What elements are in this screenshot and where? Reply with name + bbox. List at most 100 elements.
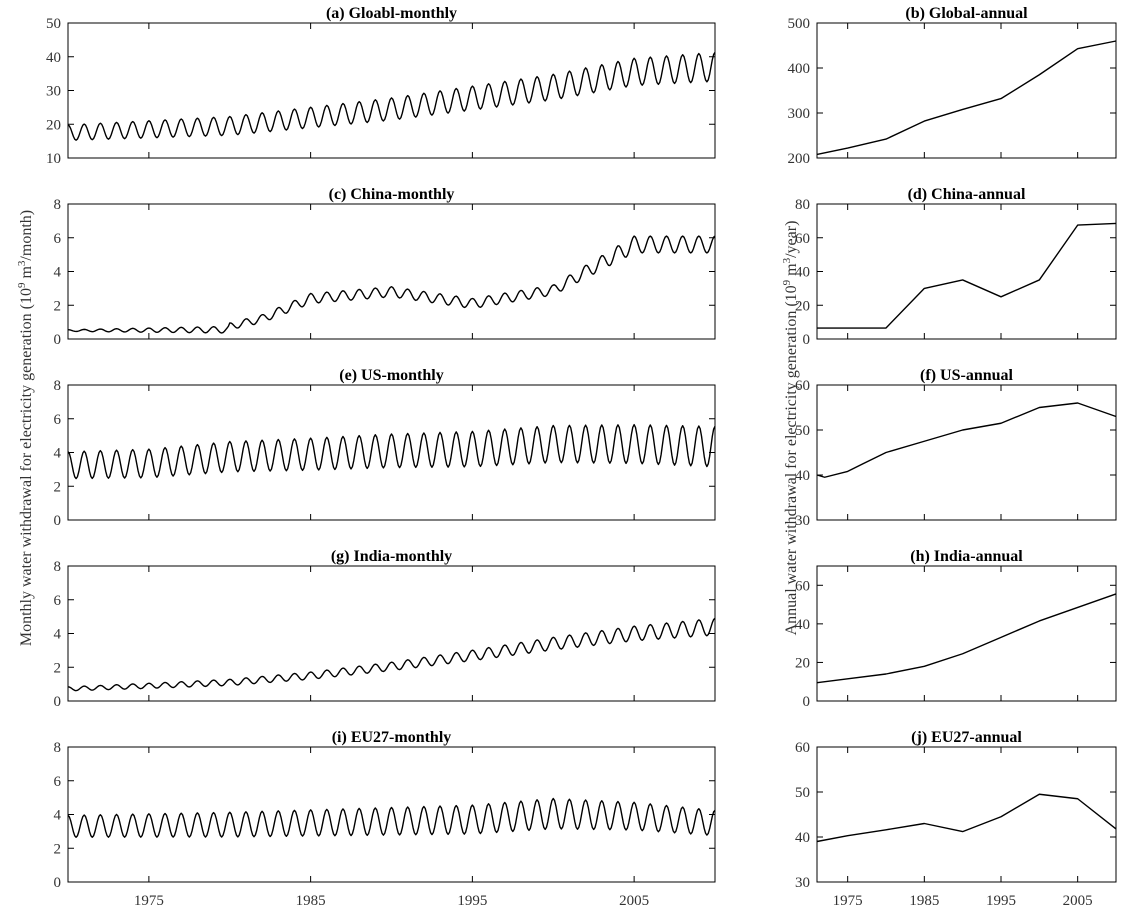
panel-j-series-line bbox=[816, 793, 1117, 843]
panel-i-ytick-label: 6 bbox=[54, 774, 62, 790]
panel-b-ytick-label: 400 bbox=[788, 61, 811, 77]
panel-g-ytick-label: 8 bbox=[54, 559, 62, 575]
panel-e-title: (e) US-monthly bbox=[339, 367, 443, 384]
panel-d-axes-frame bbox=[816, 203, 1117, 340]
y-axis-label-monthly-base: Monthly water withdrawal for electricity… bbox=[18, 288, 35, 646]
y-axis-label-monthly-exp2: 3 bbox=[16, 260, 28, 266]
panel-b-ytick-label: 200 bbox=[788, 151, 811, 167]
panel-j-ytick-label: 40 bbox=[795, 830, 810, 846]
panel-a-ytick-label: 20 bbox=[46, 117, 61, 133]
panel-g: (g) India-monthly 0 2 4 6 8 bbox=[54, 548, 716, 710]
panel-h-axes-frame bbox=[816, 565, 1117, 702]
panel-a-title: (a) Gloabl-monthly bbox=[326, 5, 457, 22]
panel-b-title: (b) Global-annual bbox=[905, 5, 1028, 22]
panel-d-ytick-label: 80 bbox=[795, 197, 810, 213]
y-axis-label-annual-mid: m bbox=[783, 263, 800, 280]
y-axis-label-monthly-text: Monthly water withdrawal for electricity… bbox=[16, 210, 35, 646]
panel-j-ytick-label: 60 bbox=[795, 740, 810, 756]
panel-i-ytick-label: 0 bbox=[54, 875, 62, 891]
panel-g-ytick-label: 0 bbox=[54, 694, 62, 710]
panel-i-ytick-label: 2 bbox=[54, 841, 62, 857]
panel-a-ytick-label: 40 bbox=[46, 50, 61, 66]
panel-h: (h) India-annual 0 20 40 60 bbox=[795, 548, 1117, 710]
panel-h-ytick-label: 60 bbox=[795, 578, 810, 594]
panel-d-ytick-label: 20 bbox=[795, 298, 810, 314]
panel-j-axes-frame bbox=[816, 746, 1117, 883]
y-axis-label-monthly-mid: m bbox=[18, 266, 35, 283]
panel-a-series-line bbox=[67, 51, 716, 141]
panel-h-series-line bbox=[816, 593, 1117, 684]
panel-a-axes-frame bbox=[67, 22, 716, 159]
panel-f-ytick-label: 50 bbox=[795, 423, 810, 439]
panel-a: (a) Gloabl-monthly 10 20 30 40 50 bbox=[46, 5, 716, 167]
panel-i-series-line bbox=[67, 797, 716, 838]
panel-b: (b) Global-annual 200 300 400 500 bbox=[788, 5, 1117, 167]
panel-d-ytick-label: 0 bbox=[803, 332, 811, 348]
panel-j-ytick-label: 30 bbox=[795, 875, 810, 891]
y-axis-label-annual-text: Annual water withdrawal for electricity … bbox=[781, 221, 800, 636]
panel-c-ytick-label: 4 bbox=[54, 265, 62, 281]
panel-e-ytick-label: 8 bbox=[54, 378, 62, 394]
y-axis-label-annual-unit: /year) bbox=[783, 221, 800, 258]
panel-d-ytick-label: 40 bbox=[795, 265, 810, 281]
panel-c-ytick-label: 8 bbox=[54, 197, 62, 213]
panel-i-ytick-label: 8 bbox=[54, 740, 62, 756]
panel-e-ytick-label: 0 bbox=[54, 513, 62, 529]
panel-f-axes-frame bbox=[816, 384, 1117, 521]
panel-j-ytick-label: 50 bbox=[795, 785, 810, 801]
y-axis-label-annual: Annual water withdrawal for electricity … bbox=[781, 221, 800, 636]
panel-b-ytick-label: 500 bbox=[788, 16, 811, 32]
panel-f-title: (f) US-annual bbox=[920, 367, 1013, 384]
panel-f-ytick-label: 40 bbox=[795, 468, 810, 484]
panel-e-ytick-label: 6 bbox=[54, 412, 62, 428]
panel-c-series-line bbox=[67, 235, 716, 334]
panel-e-ytick-label: 4 bbox=[54, 446, 62, 462]
panel-f-ytick-label: 30 bbox=[795, 513, 810, 529]
panel-g-title: (g) India-monthly bbox=[331, 548, 452, 565]
panel-c-ytick-label: 0 bbox=[54, 332, 62, 348]
panel-d: (d) China-annual 0 20 40 60 80 bbox=[795, 186, 1117, 348]
panel-c-ytick-label: 6 bbox=[54, 231, 62, 247]
panel-j: (j) EU27-annual 30 40 50 60 1975 1985 1995 2005 bbox=[795, 729, 1117, 909]
panel-g-ytick-label: 4 bbox=[54, 627, 62, 643]
panel-c-title: (c) China-monthly bbox=[329, 186, 455, 203]
panel-c: (c) China-monthly 0 2 4 6 8 bbox=[54, 186, 716, 348]
panel-d-series-line bbox=[817, 222, 1117, 329]
panel-i-xtick-label: 1985 bbox=[296, 893, 326, 909]
panel-e: (e) US-monthly 0 2 4 6 8 bbox=[54, 367, 716, 529]
y-axis-label-annual-exp2: 3 bbox=[781, 257, 793, 263]
panel-j-xtick-label: 1995 bbox=[986, 893, 1016, 909]
panel-e-axes-frame bbox=[67, 384, 716, 521]
panel-a-ytick-label: 50 bbox=[46, 16, 61, 32]
panel-i-ytick-label: 4 bbox=[54, 808, 62, 824]
panel-b-ytick-label: 300 bbox=[788, 106, 811, 122]
panel-i-title: (i) EU27-monthly bbox=[332, 729, 452, 746]
panel-f: (f) US-annual 30 40 50 60 bbox=[795, 367, 1117, 529]
panel-g-axes-frame bbox=[67, 565, 716, 702]
panel-j-xtick-label: 1975 bbox=[833, 893, 863, 909]
panel-i-xtick-label: 1995 bbox=[457, 893, 487, 909]
y-axis-label-annual-exp: 9 bbox=[781, 279, 793, 285]
panel-i-xtick-label: 1975 bbox=[134, 893, 164, 909]
panel-h-ytick-label: 0 bbox=[803, 694, 811, 710]
panel-j-xtick-label: 1985 bbox=[909, 893, 939, 909]
panel-e-ytick-label: 2 bbox=[54, 479, 62, 495]
panel-h-ytick-label: 20 bbox=[795, 655, 810, 671]
panel-g-series-line bbox=[67, 617, 716, 692]
y-axis-label-monthly-unit: /month) bbox=[18, 210, 35, 261]
panel-b-series-line bbox=[816, 40, 1117, 156]
panel-i: (i) EU27-monthly 0 2 4 6 8 1975 1985 1995 2005 bbox=[54, 729, 716, 909]
y-axis-label-monthly-exp: 9 bbox=[16, 282, 28, 288]
panel-f-series-line bbox=[816, 402, 1117, 478]
panel-a-ytick-label: 10 bbox=[46, 151, 61, 167]
panel-c-axes-frame bbox=[67, 203, 716, 340]
y-axis-label-monthly: Monthly water withdrawal for electricity… bbox=[16, 210, 35, 646]
panel-c-ytick-label: 2 bbox=[54, 298, 62, 314]
panel-j-xtick-label: 2005 bbox=[1063, 893, 1093, 909]
panel-f-ytick-label: 60 bbox=[795, 378, 810, 394]
panel-i-xtick-label: 2005 bbox=[619, 893, 649, 909]
panel-h-ytick-label: 40 bbox=[795, 617, 810, 633]
y-axis-label-annual-base: Annual water withdrawal for electricity … bbox=[783, 285, 800, 635]
